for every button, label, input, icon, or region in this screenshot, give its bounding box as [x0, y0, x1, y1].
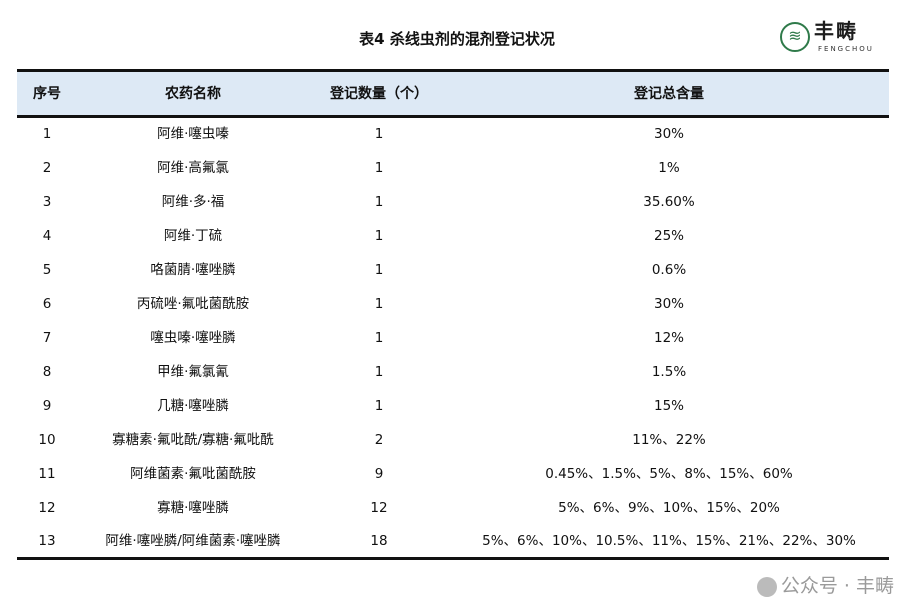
cell-index: 13	[38, 532, 56, 549]
cell-count: 1	[374, 126, 384, 143]
cell-content: 25%	[653, 227, 684, 244]
cell-name: 丙硫唑·氟吡菌酰胺	[136, 295, 250, 312]
cell-name: 几糖·噻唑膦	[157, 397, 229, 414]
cell-count: 1	[374, 193, 384, 210]
cell-index: 1	[42, 126, 52, 143]
cell-index: 8	[42, 363, 52, 380]
logo-wave-icon: ≋	[780, 22, 810, 52]
cell-index: 6	[42, 295, 52, 312]
table-row: 7 噻虫嗪·噻唑膦 1 12%	[17, 321, 889, 355]
cell-name: 噻虫嗪·噻唑膦	[150, 329, 236, 346]
table-row: 11 阿维菌素·氟吡菌酰胺 9 0.45%、1.5%、5%、8%、15%、60%	[17, 457, 889, 491]
cell-index: 10	[38, 431, 56, 448]
cell-content: 5%、6%、9%、10%、15%、20%	[558, 499, 780, 516]
cell-name: 阿维·丁硫	[163, 227, 223, 244]
logo: ≋ 丰畴 FENGCHOU	[780, 20, 900, 60]
cell-name: 阿维·多·福	[161, 193, 225, 210]
table-row: 3 阿维·多·福 1 35.60%	[17, 185, 889, 219]
header-content: 登记总含量	[634, 85, 704, 102]
cell-count: 12	[370, 499, 388, 516]
cell-count: 1	[374, 295, 384, 312]
table-title: 表4 杀线虫剂的混剂登记状况	[359, 30, 555, 48]
table-row: 13 阿维·噻唑膦/阿维菌素·噻唑膦 18 5%、6%、10%、10.5%、11%、1…	[17, 525, 889, 559]
cell-index: 5	[42, 261, 52, 278]
cell-count: 1	[374, 261, 384, 278]
cell-content: 11%、22%	[632, 431, 706, 448]
table-header-row: 序号 农药名称 登记数量（个） 登记总含量	[17, 70, 889, 117]
table-row: 8 甲维·氟氯氰 1 1.5%	[17, 355, 889, 389]
logo-name: 丰畴	[814, 19, 858, 43]
table-row: 12 寡糖·噻唑膦 12 5%、6%、9%、10%、15%、20%	[17, 491, 889, 525]
cell-count: 1	[374, 329, 384, 346]
cell-count: 9	[374, 465, 384, 482]
cell-count: 1	[374, 397, 384, 414]
cell-count: 1	[374, 159, 384, 176]
watermark-text: 公众号 · 丰畴	[780, 575, 894, 597]
cell-index: 7	[42, 329, 52, 346]
cell-name: 阿维·噻唑膦/阿维菌素·噻唑膦	[105, 532, 281, 549]
table-row: 5 咯菌腈·噻唑膦 1 0.6%	[17, 253, 889, 287]
cell-content: 1.5%	[651, 363, 687, 380]
cell-content: 0.6%	[651, 261, 687, 278]
table-row: 1 阿维·噻虫嗪 1 30%	[17, 117, 889, 151]
cell-content: 0.45%、1.5%、5%、8%、15%、60%	[545, 465, 793, 482]
cell-content: 30%	[653, 295, 684, 312]
table-row: 6 丙硫唑·氟吡菌酰胺 1 30%	[17, 287, 889, 321]
cell-name: 阿维菌素·氟吡菌酰胺	[130, 465, 256, 482]
cell-content: 1%	[658, 159, 680, 176]
cell-name: 阿维·高氟氯	[157, 159, 229, 176]
wechat-icon	[756, 576, 777, 597]
header-count: 登记数量（个）	[330, 85, 428, 102]
registration-table: 序号 农药名称 登记数量（个） 登记总含量 1 阿维·噻虫嗪 1 30% 2 阿维·高氟氯…	[17, 69, 889, 560]
cell-count: 2	[374, 431, 384, 448]
cell-index: 2	[42, 159, 52, 176]
logo-sub: FENGCHOU	[818, 45, 874, 53]
cell-count: 18	[370, 532, 388, 549]
cell-index: 4	[42, 227, 52, 244]
cell-content: 35.60%	[643, 193, 695, 210]
cell-index: 11	[38, 465, 56, 482]
cell-count: 1	[374, 363, 384, 380]
cell-name: 寡糖素·氟吡酰/寡糖·氟吡酰	[112, 431, 274, 448]
cell-index: 3	[42, 193, 52, 210]
cell-name: 咯菌腈·噻唑膦	[150, 261, 236, 278]
header-name: 农药名称	[165, 85, 221, 102]
cell-name: 甲维·氟氯氰	[157, 363, 229, 380]
table-row: 10 寡糖素·氟吡酰/寡糖·氟吡酰 2 11%、22%	[17, 423, 889, 457]
cell-name: 寡糖·噻唑膦	[157, 499, 229, 516]
cell-name: 阿维·噻虫嗪	[157, 126, 229, 143]
cell-content: 5%、6%、10%、10.5%、11%、15%、21%、22%、30%	[482, 532, 856, 549]
table-row: 4 阿维·丁硫 1 25%	[17, 219, 889, 253]
cell-index: 12	[38, 499, 56, 516]
cell-content: 15%	[653, 397, 684, 414]
cell-index: 9	[42, 397, 52, 414]
cell-content: 12%	[653, 329, 684, 346]
cell-content: 30%	[653, 126, 684, 143]
table-row: 9 几糖·噻唑膦 1 15%	[17, 389, 889, 423]
header-index: 序号	[33, 85, 61, 102]
watermark: 公众号 · 丰畴	[756, 574, 894, 598]
table-row: 2 阿维·高氟氯 1 1%	[17, 151, 889, 185]
cell-count: 1	[374, 227, 384, 244]
